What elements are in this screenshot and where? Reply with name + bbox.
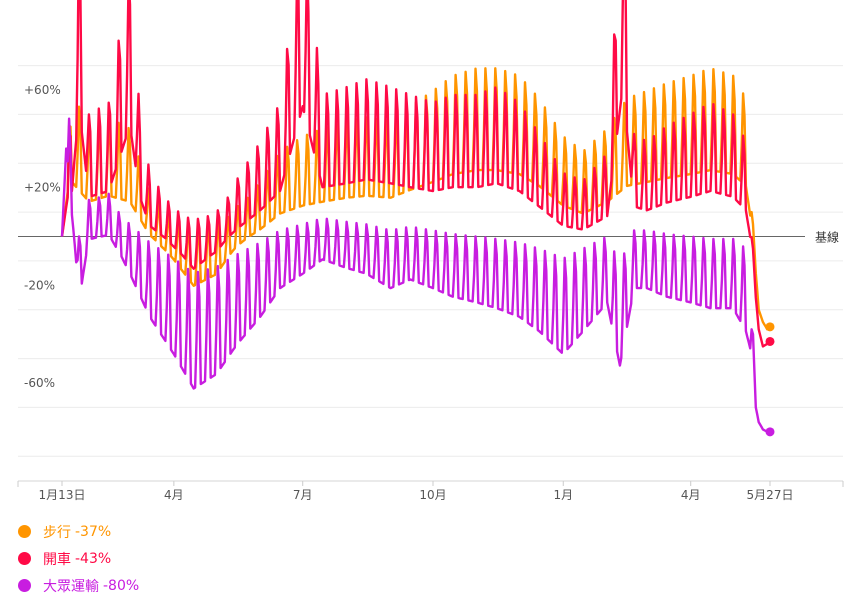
series-lines (60, 0, 775, 437)
legend-label-walking: 步行 (43, 524, 71, 541)
legend-item-transit[interactable]: 大眾運輸 -80% (18, 572, 139, 599)
legend-dot-walking (18, 525, 31, 538)
x-tick-label: 4月 (164, 488, 184, 502)
legend-value-walking: -37% (75, 523, 112, 540)
y-axis: +60% +20% -20% -60% (24, 83, 61, 390)
x-tick-label: 7月 (293, 488, 313, 502)
x-tick-label: 1月13日 (39, 488, 86, 502)
x-axis: 1月13日 4月 7月 10月 1月 4月 5月27日 (39, 481, 794, 502)
x-tick-label: 1月 (553, 488, 573, 502)
legend-dot-driving (18, 552, 31, 565)
series-end-dot-driving (765, 336, 775, 346)
legend-value-driving: -43% (75, 550, 112, 567)
series-end-dot-walking (765, 322, 775, 332)
y-tick-label: +60% (24, 83, 61, 97)
x-tick-label: 5月27日 (747, 488, 794, 502)
y-tick-label: -20% (24, 278, 55, 292)
baseline-label: 基線 (815, 230, 839, 245)
legend-item-walking[interactable]: 步行 -37% (18, 518, 139, 545)
y-tick-label: +20% (24, 181, 61, 195)
series-line-transit (60, 117, 770, 433)
x-tick-label: 4月 (681, 488, 701, 502)
y-tick-label: -60% (24, 376, 55, 390)
legend-value-transit: -80% (103, 577, 140, 594)
legend: 步行 -37% 開車 -43% 大眾運輸 -80% (18, 518, 139, 599)
legend-label-transit: 大眾運輸 (43, 578, 99, 595)
series-line-driving (60, 0, 771, 348)
legend-item-driving[interactable]: 開車 -43% (18, 545, 139, 572)
x-tick-label: 10月 (419, 488, 446, 502)
series-end-dot-transit (765, 427, 775, 437)
legend-label-driving: 開車 (43, 551, 71, 568)
legend-dot-transit (18, 579, 31, 592)
